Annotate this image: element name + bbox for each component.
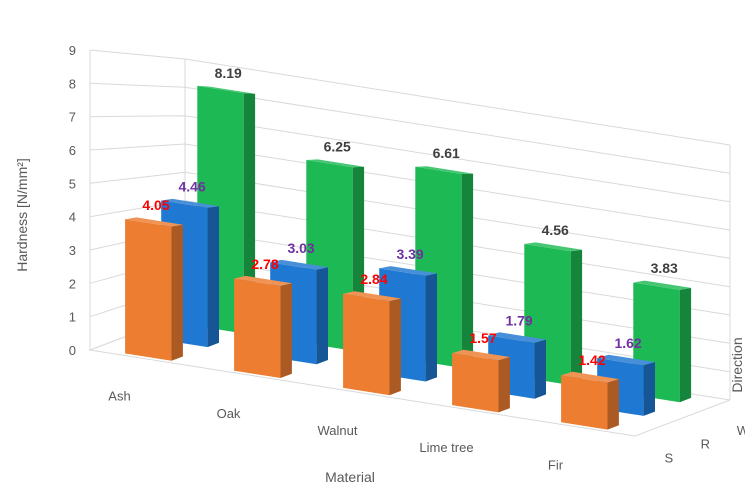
x-tick-label: Ash [108, 389, 130, 404]
bar-s-oak [234, 275, 292, 378]
x-tick-label: Oak [217, 406, 241, 421]
data-label: 4.46 [178, 178, 205, 194]
data-label: 1.79 [505, 313, 532, 329]
x-tick-label: Fir [548, 457, 564, 472]
depth-tick-label: W [737, 423, 745, 438]
data-label: 6.25 [324, 138, 351, 154]
y-tick-label: 2 [69, 276, 76, 291]
gridline [89, 49, 731, 146]
x-axis-title: Material [325, 469, 375, 485]
bar-front-face [561, 375, 608, 430]
bar-top-face [343, 291, 401, 302]
bar-side-face [461, 173, 474, 368]
y-tick-label: 5 [69, 176, 76, 191]
bar-top-face [633, 280, 692, 290]
data-label: 1.42 [578, 352, 605, 368]
bar-top-face [306, 159, 365, 168]
x-tick-label: Lime tree [419, 440, 473, 455]
data-label: 2.78 [251, 256, 278, 272]
data-label: 6.61 [433, 145, 460, 161]
depth-tick-labels: S R W [665, 423, 745, 465]
y-axis-title: Hardness [N/mm²] [14, 158, 30, 272]
bar-s-fir [561, 371, 619, 430]
bar-top-face [597, 354, 655, 366]
bar-side-face [389, 298, 401, 396]
bar-top-face [415, 166, 474, 174]
data-label: 1.62 [614, 335, 641, 351]
data-labels: 8.19 6.25 6.61 4.56 3.83 4.46 3.03 3.39 1.79 1.62… [142, 65, 678, 368]
data-label: 3.39 [396, 246, 423, 262]
bar-front-face [452, 353, 499, 413]
bar-s-lime-tree [452, 349, 510, 413]
bar-top-face [379, 266, 437, 276]
bar-s-ash [125, 217, 183, 361]
y-tick-label: 6 [69, 143, 76, 158]
y-tick-label: 4 [69, 210, 76, 225]
data-label: 4.56 [542, 222, 569, 238]
data-label: 2.84 [360, 271, 387, 287]
y-tick-label: 7 [69, 110, 76, 125]
bar-side-face [207, 206, 219, 348]
data-label: 3.03 [287, 240, 314, 256]
bar-side-face [643, 362, 655, 416]
data-label: 4.05 [142, 197, 169, 213]
depth-tick-label: R [701, 437, 710, 452]
bar-top-face [561, 371, 619, 383]
bar-side-face [570, 249, 583, 386]
gridline [89, 82, 731, 174]
bar-top-face [197, 85, 256, 94]
bar-top-face [488, 332, 546, 343]
bar-top-face [270, 259, 328, 270]
bar-side-face [679, 287, 692, 403]
y-tick-label: 3 [69, 243, 76, 258]
bar-side-face [425, 273, 437, 382]
depth-tick-label: S [665, 450, 674, 465]
z-axis-title: Direction [729, 337, 745, 392]
bar-front-face [234, 278, 281, 378]
bar-front-face [125, 219, 172, 361]
bar-top-face [125, 217, 183, 227]
y-tick-label: 9 [69, 43, 76, 58]
bar-top-face [234, 275, 292, 286]
bar-side-face [498, 357, 510, 413]
data-label: 1.57 [469, 330, 496, 346]
x-tick-labels: Ash Oak Walnut Lime tree Fir [108, 389, 563, 473]
bar-s-walnut [343, 291, 401, 396]
bars [125, 85, 692, 430]
bar-side-face [171, 224, 183, 361]
data-label: 3.83 [651, 260, 678, 276]
y-tick-label: 0 [69, 343, 76, 358]
x-tick-label: Walnut [318, 423, 358, 438]
bar-side-face [316, 267, 328, 365]
bar-top-face [524, 242, 583, 252]
bar-side-face [534, 339, 546, 399]
bar-side-face [607, 379, 619, 430]
bar-front-face [343, 293, 390, 396]
bar-top-face [452, 349, 510, 361]
y-tick-labels: 0 1 2 3 4 5 6 7 8 9 [69, 43, 76, 358]
y-tick-label: 8 [69, 76, 76, 91]
bar-side-face [280, 283, 292, 378]
bar-side-face [243, 93, 256, 334]
y-tick-label: 1 [69, 310, 76, 325]
bar-top-face [161, 198, 219, 208]
data-label: 8.19 [215, 65, 242, 81]
